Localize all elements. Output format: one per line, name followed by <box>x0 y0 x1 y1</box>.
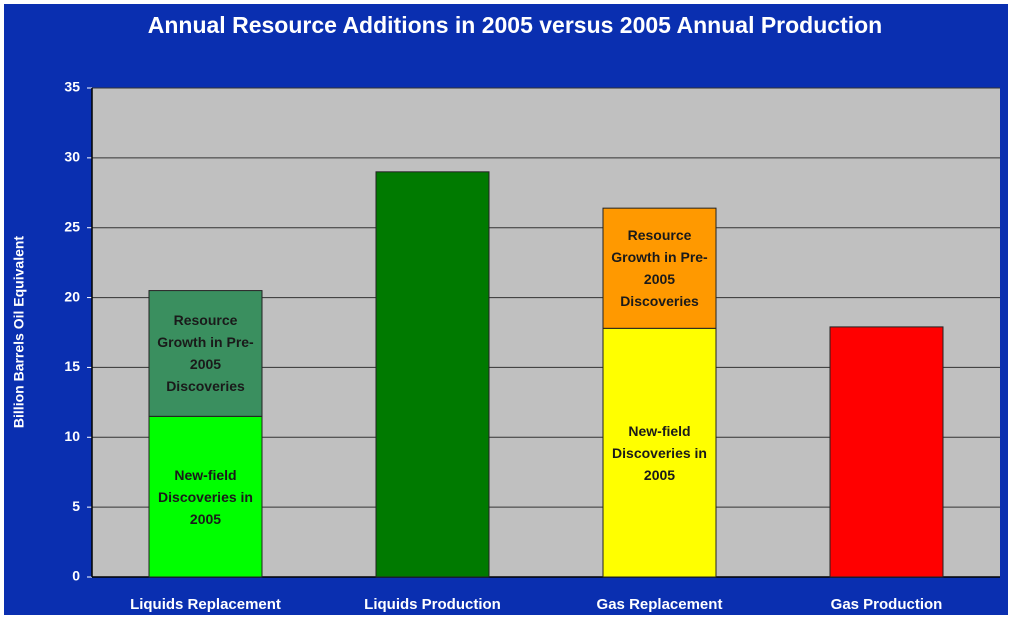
segment-label-box: Resource Growth in Pre-2005 Discoveries <box>611 227 708 310</box>
segment-label: New-field Discoveries in 2005 <box>158 466 253 527</box>
y-tick-label: 0 <box>72 568 80 584</box>
segment-label-box: New-field Discoveries in 2005 <box>158 466 253 527</box>
bar-segment <box>148 290 263 417</box>
bar-segment <box>148 415 263 578</box>
segment-label-box: Resource Growth in Pre-2005 Discoveries <box>157 312 254 395</box>
x-tick-label: Liquids Production <box>364 596 501 613</box>
x-tick-label: Gas Replacement <box>597 596 723 613</box>
chart-title: Annual Resource Additions in 2005 versus… <box>147 12 883 38</box>
x-tick-label: Gas Production <box>831 596 943 613</box>
y-tick-label: 20 <box>64 288 80 304</box>
segment-label: Resource Growth in Pre-2005 Discoveries <box>157 312 254 395</box>
bar-segment <box>602 327 717 578</box>
y-tick-label: 5 <box>72 498 80 514</box>
y-tick-label: 35 <box>64 79 80 95</box>
y-tick-label: 15 <box>64 358 80 374</box>
bar-segment <box>602 207 717 329</box>
y-axis-label: Billion Barrels Oil Equivalent <box>11 236 27 428</box>
segment-label-box: New-field Discoveries in 2005 <box>612 422 707 483</box>
segment-label: Resource Growth in Pre-2005 Discoveries <box>611 227 708 310</box>
x-tick-label: Liquids Replacement <box>130 596 281 613</box>
bar-segment <box>829 326 944 578</box>
segment-label: New-field Discoveries in 2005 <box>612 422 707 483</box>
bar-segment <box>375 171 490 578</box>
y-tick-label: 25 <box>64 218 80 234</box>
title-box: Annual Resource Additions in 2005 versus… <box>147 12 883 38</box>
y-tick-label: 30 <box>64 149 80 165</box>
y-tick-label: 10 <box>64 428 80 444</box>
